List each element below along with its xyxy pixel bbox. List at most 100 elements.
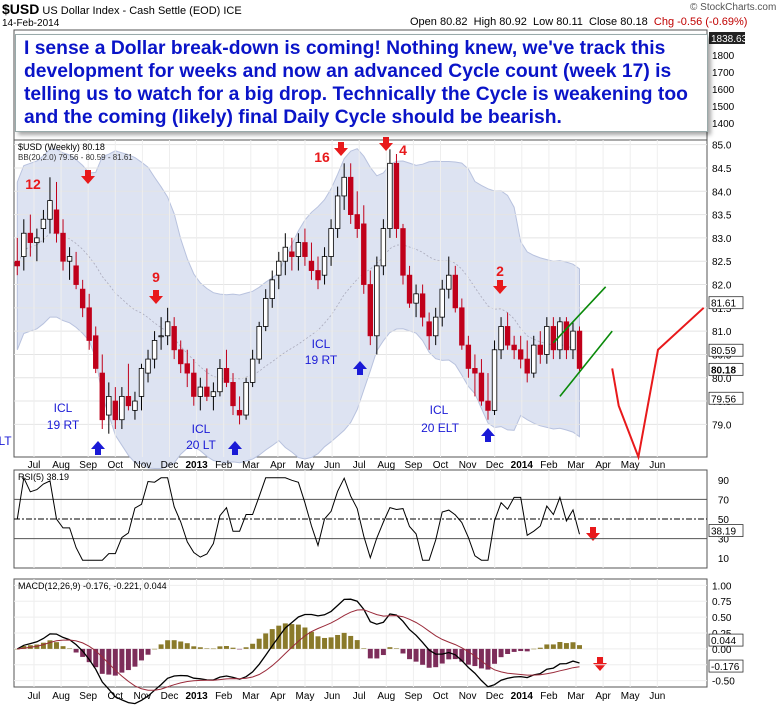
rsi-pane-title: RSI(5) 38.19 [18, 472, 69, 482]
cycle-top-label: 4 [399, 142, 407, 158]
x-tick-label: Jun [324, 460, 340, 471]
macd-tick-label: -0.50 [712, 677, 735, 688]
macd-histogram-bar [237, 648, 243, 650]
x-tick-label: Apr [595, 460, 611, 471]
trend-channel-lower [559, 330, 613, 397]
price-tick-label: 80.0 [712, 374, 732, 385]
candle-body [426, 321, 432, 337]
macd-histogram-bar [210, 648, 216, 650]
candle-body [315, 270, 321, 281]
upper-tick-label: 1700 [712, 68, 735, 79]
cycle-low-label: ICL [312, 337, 331, 351]
macd-histogram-bar [54, 642, 59, 649]
candle-body [34, 237, 40, 243]
macd-histogram-bar [524, 648, 530, 652]
macd-histogram-bar [86, 648, 92, 663]
cycle-top-label: 9 [152, 269, 160, 285]
upper-tick-label: 1400 [712, 119, 735, 130]
macd-histogram-bar [191, 646, 197, 649]
price-tick-label: 82.0 [712, 281, 732, 292]
x-tick-label-bottom: Apr [595, 691, 611, 702]
candle-body [511, 344, 517, 351]
x-tick-label-bottom: Jul [28, 691, 41, 702]
macd-histogram-bar [93, 648, 99, 668]
x-tick-label: Jun [649, 460, 665, 471]
candle-body [361, 223, 367, 285]
candle-body [504, 326, 511, 346]
x-tick-label: Dec [161, 460, 179, 471]
x-tick-label-bottom: Nov [459, 691, 477, 702]
macd-histogram-bar [537, 647, 543, 649]
macd-histogram-bar [531, 648, 537, 650]
trend-channel-upper [552, 286, 607, 344]
rsi-line [16, 476, 580, 561]
macd-signal-line [17, 609, 580, 691]
macd-tick-label: 0.00 [712, 645, 732, 656]
candle-body [178, 349, 184, 365]
x-tick-label: Apr [270, 460, 286, 471]
quote-change: Chg -0.56 (-0.69%) [653, 16, 748, 28]
x-tick-label-bottom: Jun [324, 691, 340, 702]
macd-histogram-bar [243, 647, 249, 649]
candle-body [576, 330, 583, 369]
macd-histogram-bar [119, 648, 125, 673]
candle-body [47, 200, 53, 220]
price-tick-label: 79.0 [712, 420, 732, 431]
macd-down-arrow [593, 657, 607, 671]
macd-histogram-bar [400, 648, 406, 654]
candle-body [295, 242, 302, 257]
x-tick-label: Sep [405, 460, 423, 471]
chart-header: $USD US Dollar Index - Cash Settle (EOD)… [0, 0, 780, 32]
macd-histogram-bar [204, 648, 210, 649]
macd-histogram-bar [230, 647, 236, 649]
x-tick-label-bottom: Mar [242, 691, 260, 702]
macd-histogram-bar [223, 646, 229, 649]
macd-histogram-bar [106, 648, 112, 675]
macd-histogram-bar [152, 648, 158, 650]
cycle-low-label: 19 RT [47, 418, 80, 432]
macd-histogram-bar [139, 648, 144, 661]
macd-histogram-bar [171, 640, 177, 649]
candle-body [459, 307, 465, 346]
x-tick-label-bottom: Jun [649, 691, 665, 702]
x-tick-label-bottom: 2013 [185, 691, 208, 702]
price-tag: 81.61 [711, 299, 736, 310]
macd-histogram-bar [47, 640, 53, 649]
candle-body [191, 372, 197, 397]
candle-body [334, 195, 341, 229]
macd-histogram-bar [563, 643, 569, 649]
quote-close: Close 80.18 [589, 16, 648, 28]
x-tick-label-bottom: Feb [540, 691, 558, 702]
candle-body [158, 335, 164, 338]
x-tick-label-bottom: 2014 [511, 691, 534, 702]
bollinger-band [16, 148, 580, 469]
macd-line [16, 598, 580, 705]
macd-histogram-bar [570, 642, 576, 649]
x-tick-label: Jul [28, 460, 41, 471]
macd-histogram-bar [413, 648, 419, 662]
macd-histogram-bar [328, 637, 334, 649]
candle-body [452, 274, 458, 309]
macd-histogram-bar [197, 647, 203, 649]
candle-body [563, 321, 570, 351]
candle-body [289, 251, 295, 257]
candle-body [79, 288, 86, 309]
x-tick-label: May [621, 460, 640, 471]
macd-histogram-bar [256, 638, 262, 649]
candle-body [517, 349, 524, 360]
macd-histogram-bar [308, 631, 314, 649]
price-tick-label: 83.5 [712, 211, 732, 222]
candle-body [478, 372, 485, 402]
chart-date: 14-Feb-2014 [2, 18, 60, 29]
cycle-low-label: 20 LT [186, 438, 216, 452]
candle-body [439, 288, 445, 318]
macd-histogram-bar [341, 632, 347, 649]
macd-histogram-bar [433, 648, 439, 668]
cycle-low-label: ICL [54, 401, 73, 415]
candle-body [472, 368, 478, 374]
macd-histogram-bar [178, 641, 184, 649]
x-tick-label-bottom: May [621, 691, 640, 702]
cycle-low-label: ICL [430, 403, 449, 417]
candle-body [282, 246, 289, 262]
macd-histogram-bar [550, 644, 556, 649]
